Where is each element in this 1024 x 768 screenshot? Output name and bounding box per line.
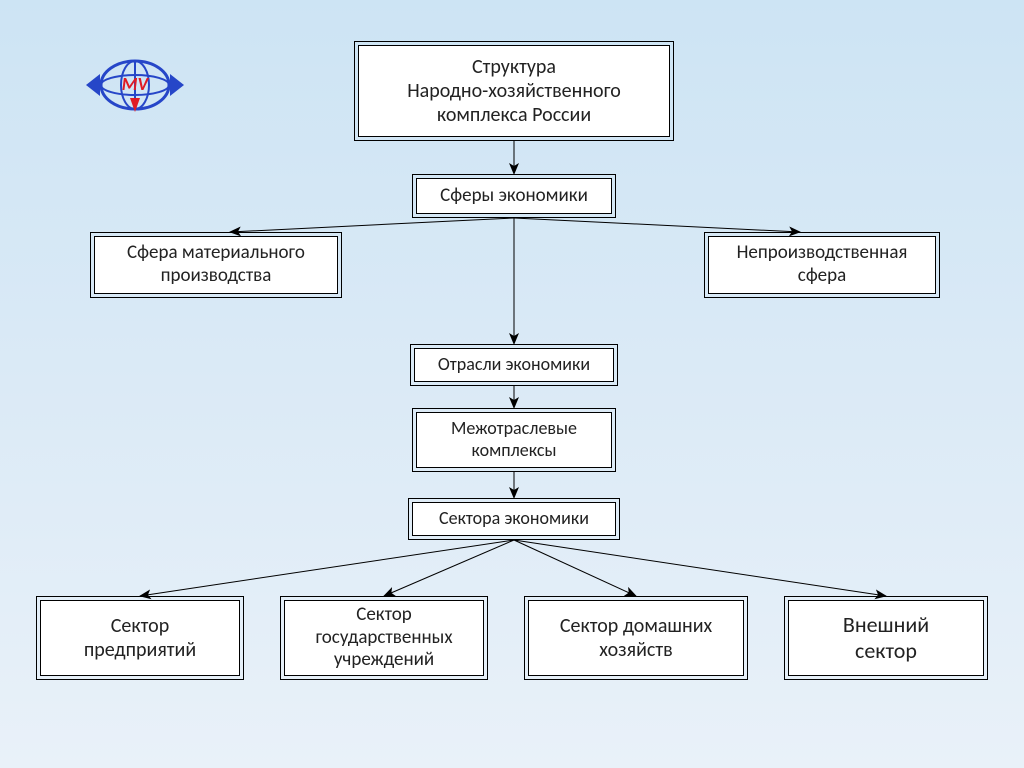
node-n_mat: Сфера материальногопроизводства <box>94 236 338 294</box>
node-label: Внешнийсектор <box>843 612 929 665</box>
node-n_spheres: Сферы экономики <box>416 178 612 214</box>
node-label: СтруктураНародно-хозяйственногокомплекса… <box>407 55 621 127</box>
node-s1: Секторпредприятий <box>40 600 240 676</box>
edge-n_spheres-n_mat <box>230 218 514 232</box>
node-label: Сфера материальногопроизводства <box>127 242 305 288</box>
edge-n_spheres-n_neprod <box>514 218 800 232</box>
node-root: СтруктураНародно-хозяйственногокомплекса… <box>358 45 670 137</box>
node-n_mezh: Межотраслевыекомплексы <box>416 412 612 468</box>
node-label: Сферы экономики <box>440 185 588 208</box>
node-label: Сектора экономики <box>439 508 589 530</box>
node-label: Непроизводственнаясфера <box>737 242 908 288</box>
node-n_sectors: Сектора экономики <box>412 502 616 536</box>
edge-n_sectors-s1 <box>140 540 514 596</box>
node-label: Межотраслевыекомплексы <box>451 418 577 461</box>
node-label: Отрасли экономики <box>438 354 590 376</box>
logo-letters: MV <box>122 73 150 95</box>
node-n_neprod: Непроизводственнаясфера <box>708 236 936 294</box>
edge-n_sectors-s4 <box>514 540 886 596</box>
edge-n_sectors-s3 <box>514 540 636 596</box>
node-s2: Секторгосударственныхучреждений <box>284 600 484 676</box>
node-label: Сектор домашниххозяйств <box>560 614 712 662</box>
node-s3: Сектор домашниххозяйств <box>528 600 744 676</box>
node-label: Секторпредприятий <box>84 614 196 662</box>
globe-logo: MV <box>80 50 190 120</box>
edge-n_sectors-s2 <box>384 540 514 596</box>
node-n_otrasli: Отрасли экономики <box>414 348 614 382</box>
node-label: Секторгосударственныхучреждений <box>315 604 452 672</box>
node-s4: Внешнийсектор <box>788 600 984 676</box>
